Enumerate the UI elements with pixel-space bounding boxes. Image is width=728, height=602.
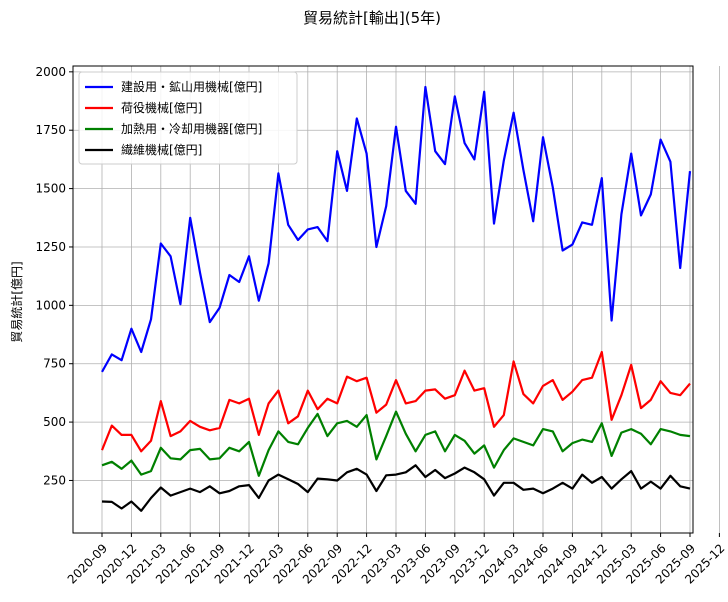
series-lines xyxy=(100,85,692,512)
legend-box xyxy=(78,71,298,165)
plot-frame xyxy=(72,65,694,534)
y-tick-label: 750 xyxy=(43,357,66,371)
series-line-2 xyxy=(101,410,691,477)
y-tick-label: 250 xyxy=(43,473,66,487)
y-tick-label: 1500 xyxy=(35,182,66,196)
legend-label-3: 繊維機械[億円] xyxy=(121,142,202,157)
legend: 建設用・鉱山用機械[億円] 荷役機械[億円] 加熱用・冷却用機器[億円] 繊維機械[億… xyxy=(78,71,298,165)
series-line-1 xyxy=(100,350,691,453)
legend-label-1: 荷役機械[億円] xyxy=(121,100,202,115)
y-tick-label: 2000 xyxy=(35,65,66,79)
legend-label-0: 建設用・鉱山用機械[億円] xyxy=(121,79,262,94)
y-axis-label: 貿易統計[億円] xyxy=(9,261,24,342)
legend-label-2: 加熱用・冷却用機器[億円] xyxy=(121,121,262,136)
y-tick-label: 500 xyxy=(43,415,66,429)
series-line-0 xyxy=(101,85,692,373)
y-tick-label: 1000 xyxy=(35,298,66,312)
y-tick-label: 1250 xyxy=(35,240,66,254)
chart-title: 貿易統計[輸出](5年) xyxy=(303,9,441,27)
y-tick-label: 1750 xyxy=(35,123,66,137)
x-axis: 2020-092020-122021-032021-062021-092021-… xyxy=(65,533,728,587)
y-axis: 250 500 750 1000 1250 1500 1750 2000 xyxy=(35,65,73,487)
series-line-3 xyxy=(101,464,691,512)
